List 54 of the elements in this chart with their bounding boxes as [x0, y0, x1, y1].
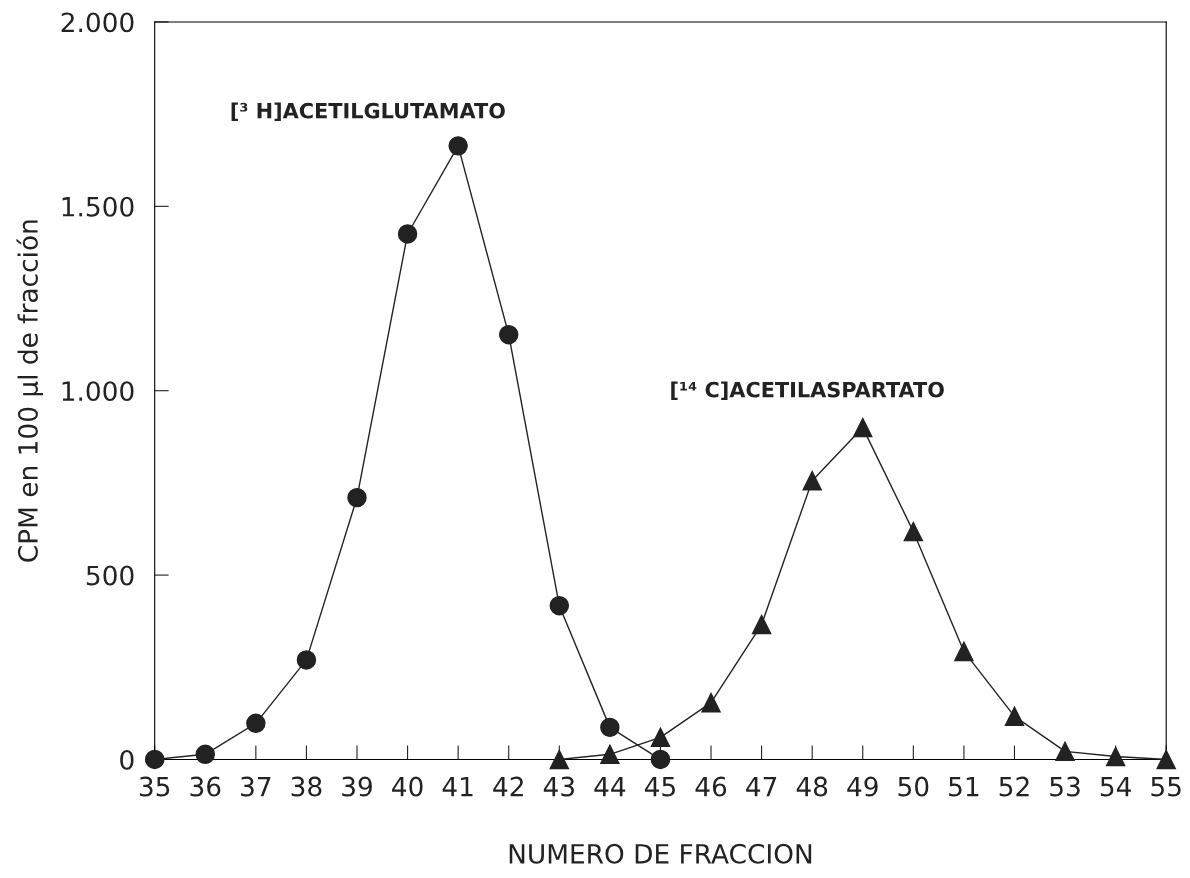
text: [³ H]ACETILGLUTAMATO	[231, 102, 505, 122]
x-tick-label: 55	[1151, 776, 1181, 797]
x-tick-label: 50	[898, 776, 929, 797]
x-tick-label: 41	[442, 776, 473, 797]
y-tick-label: 2.000	[61, 12, 134, 33]
y-tick-label: 1.000	[62, 381, 134, 402]
y-tick-label: 0	[120, 749, 134, 770]
point	[751, 614, 772, 635]
point	[1156, 749, 1176, 770]
point	[600, 744, 620, 765]
point	[1004, 706, 1025, 727]
point	[144, 749, 165, 770]
point	[397, 224, 418, 244]
point	[448, 136, 468, 156]
x-tick-label: 36	[190, 776, 221, 797]
x-tick-label: 43	[543, 776, 574, 797]
point	[650, 727, 671, 748]
x-tick-label: 37	[241, 776, 271, 797]
point	[347, 487, 367, 508]
x-tick-label: 54	[1100, 776, 1131, 797]
x-tick-label: 51	[949, 776, 979, 797]
point	[903, 521, 924, 542]
x-tick-label: 42	[493, 776, 523, 797]
x-tick-label: 52	[999, 776, 1029, 797]
y-tick-label: 500	[86, 565, 134, 586]
point	[600, 717, 620, 738]
point	[195, 744, 215, 765]
y-axis-title: CPM en 100 μl de fracción	[16, 220, 44, 562]
x-tick-label: 40	[392, 776, 423, 797]
x-tick-label: 48	[796, 776, 828, 797]
point	[246, 713, 266, 734]
point	[1055, 741, 1075, 762]
point	[296, 650, 317, 670]
x-tick-label: 45	[644, 776, 675, 797]
text: [¹⁴ C]ACETILASPARTATO	[671, 381, 944, 400]
x-tick-label: 39	[342, 776, 372, 797]
point	[549, 749, 570, 770]
point	[954, 641, 974, 662]
point	[701, 692, 721, 713]
point	[853, 417, 873, 438]
x-axis-title: NUMERO DE FRACCION	[509, 843, 812, 864]
point	[549, 595, 570, 616]
point	[650, 749, 671, 770]
x-tick-label: 44	[594, 776, 626, 797]
x-tick-label: 47	[746, 776, 777, 797]
x-tick-label: 53	[1050, 776, 1080, 797]
point	[1105, 746, 1126, 767]
point	[499, 324, 519, 345]
x-tick-label: 46	[695, 776, 727, 797]
y-tick-label: 1.500	[62, 196, 134, 217]
point	[802, 470, 822, 491]
x-tick-label: 38	[291, 776, 322, 797]
x-tick-label: 35	[139, 776, 170, 797]
x-tick-label: 49	[847, 776, 878, 797]
